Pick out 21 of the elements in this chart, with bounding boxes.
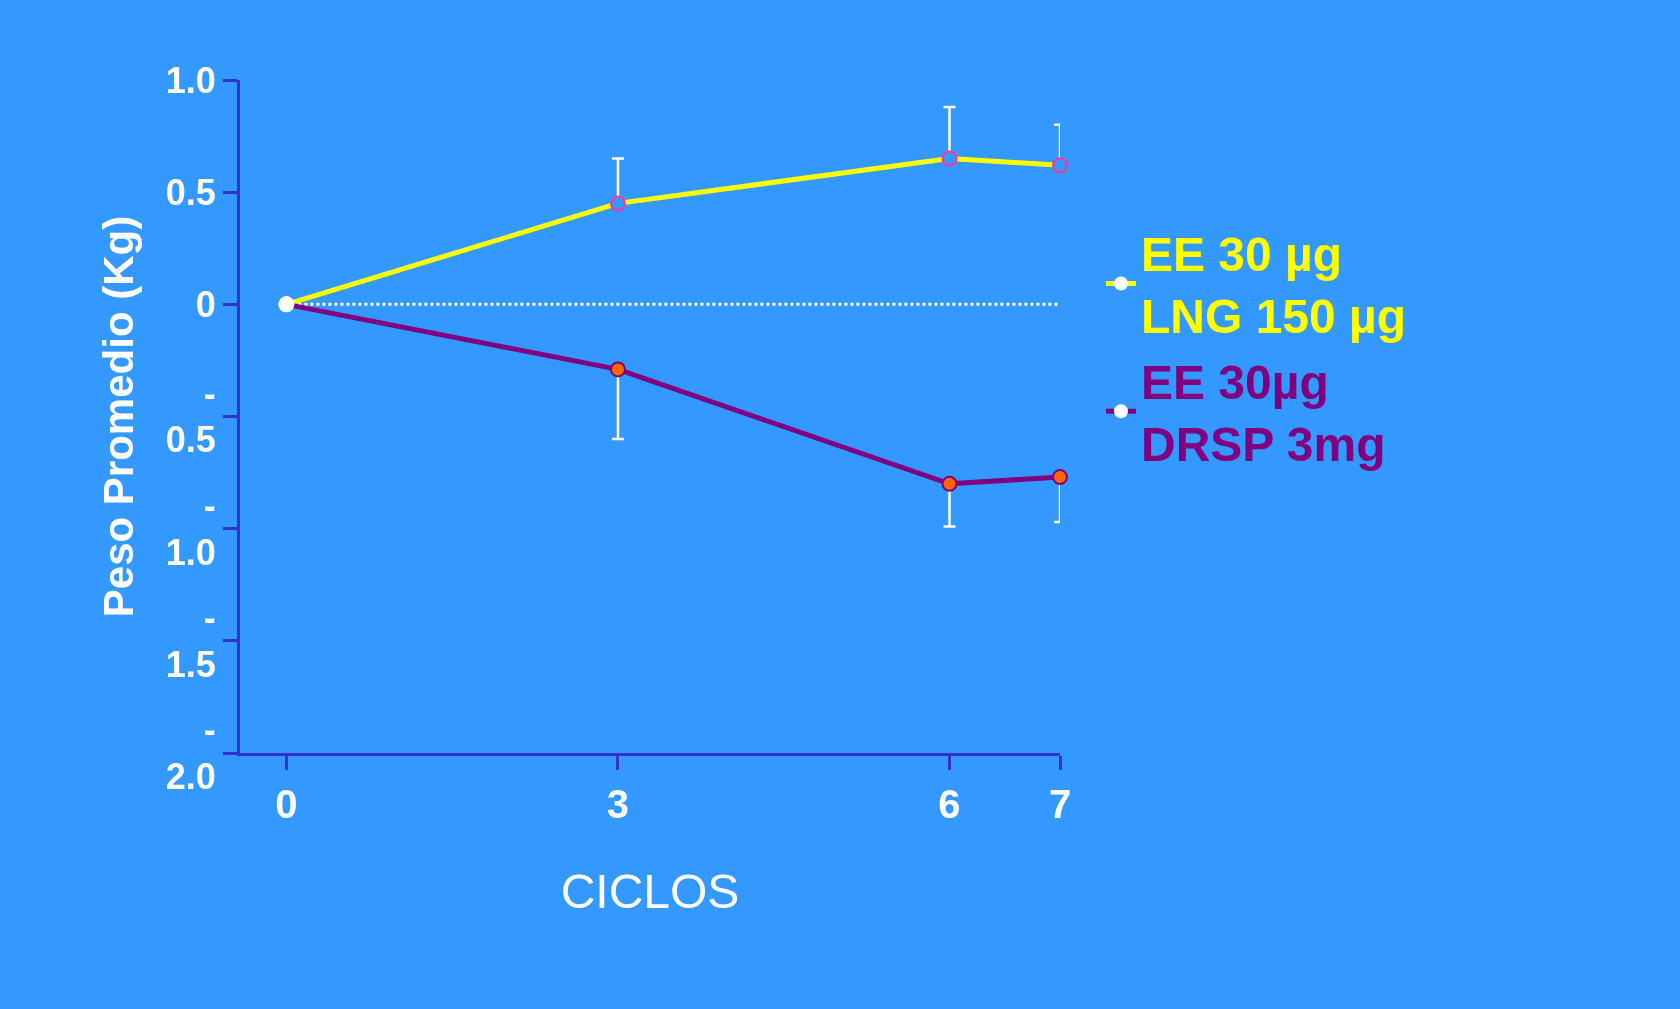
x-tick-label: 3 bbox=[606, 782, 630, 826]
x-tick-label: 6 bbox=[938, 782, 961, 826]
x-tick-label: 0 bbox=[275, 782, 298, 826]
legend-label: EE 30µg DRSP 3mg bbox=[1141, 355, 1386, 472]
y-tick-label: - 1.5 bbox=[165, 597, 216, 685]
y-tick-label: - 1.0 bbox=[165, 484, 216, 573]
point bbox=[609, 195, 626, 212]
y-axis-title: Peso Promedio (Kg) bbox=[94, 215, 142, 618]
point bbox=[1052, 469, 1068, 486]
point bbox=[1052, 157, 1068, 174]
point bbox=[941, 475, 958, 492]
y-tick-label: 0.5 bbox=[165, 171, 216, 213]
y-tick-label: - 2.0 bbox=[165, 709, 216, 797]
x-tick-label: 7 bbox=[1048, 782, 1072, 826]
point bbox=[941, 150, 958, 167]
legend-label: EE 30 µg LNG 150 µg bbox=[1141, 228, 1407, 344]
point bbox=[609, 361, 626, 378]
y-tick-label: 1.0 bbox=[165, 59, 216, 101]
y-tick-label: - 0.5 bbox=[165, 372, 216, 461]
x-axis-title: CICLOS bbox=[560, 865, 740, 919]
y-tick-label: 0 bbox=[195, 283, 216, 325]
